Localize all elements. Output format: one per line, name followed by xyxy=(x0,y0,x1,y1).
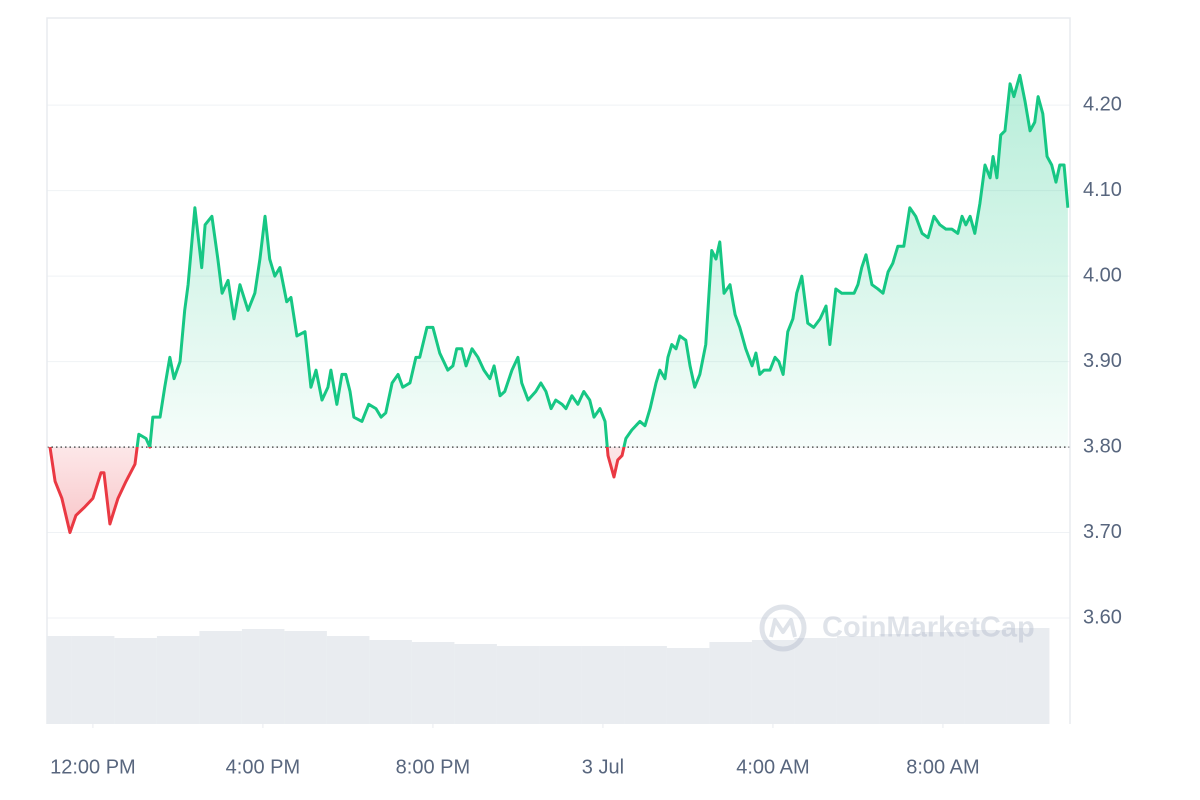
volume-bar xyxy=(836,636,880,724)
watermark: CoinMarketCap xyxy=(759,604,1035,652)
volume-bar xyxy=(496,646,540,724)
volume-bar xyxy=(454,644,497,724)
volume-bar xyxy=(411,642,455,724)
volume-bar xyxy=(47,636,72,724)
volume-bar xyxy=(539,646,582,724)
volume-bar xyxy=(794,638,837,724)
y-tick-label: 3.60 xyxy=(1083,606,1122,628)
y-tick-label: 3.80 xyxy=(1083,435,1122,457)
volume-bar xyxy=(751,640,795,724)
y-tick-label: 4.20 xyxy=(1083,93,1122,115)
watermark-logo xyxy=(759,604,807,652)
volume-bar xyxy=(964,630,1007,724)
watermark-text: CoinMarketCap xyxy=(822,612,1035,644)
volume-bar xyxy=(581,646,625,724)
volume-bar xyxy=(709,642,752,724)
volume-bar xyxy=(326,636,370,724)
x-tick-label: 4:00 PM xyxy=(226,756,300,778)
volume-bar xyxy=(879,634,922,724)
x-tick-label: 8:00 AM xyxy=(906,756,979,778)
volume-bar xyxy=(284,631,327,724)
price-area xyxy=(49,75,1068,533)
volume-bar xyxy=(369,640,412,724)
volume-bar xyxy=(921,632,965,724)
y-tick-label: 3.70 xyxy=(1083,521,1122,543)
volume-layer xyxy=(47,628,1050,724)
x-tick-label: 3 Jul xyxy=(582,756,624,778)
watermark-logo-mark xyxy=(769,618,797,638)
y-tick-label: 4.00 xyxy=(1083,264,1122,286)
volume-bar xyxy=(666,648,710,724)
x-tick-label: 4:00 AM xyxy=(736,756,809,778)
volume-bar xyxy=(241,629,285,724)
price-line xyxy=(48,73,1070,535)
volume-bar xyxy=(199,631,242,724)
volume-bar xyxy=(114,638,157,724)
plot-frame xyxy=(46,17,1071,724)
volume-bar xyxy=(1006,628,1050,724)
volume-bar xyxy=(71,636,115,724)
volume-bar xyxy=(156,636,200,724)
x-tick-label: 12:00 PM xyxy=(50,756,136,778)
y-tick-label: 3.90 xyxy=(1083,350,1122,372)
plot-layer xyxy=(47,73,1070,535)
x-tick-label: 8:00 PM xyxy=(396,756,470,778)
volume-bar xyxy=(624,646,667,724)
y-tick-label: 4.10 xyxy=(1083,179,1122,201)
